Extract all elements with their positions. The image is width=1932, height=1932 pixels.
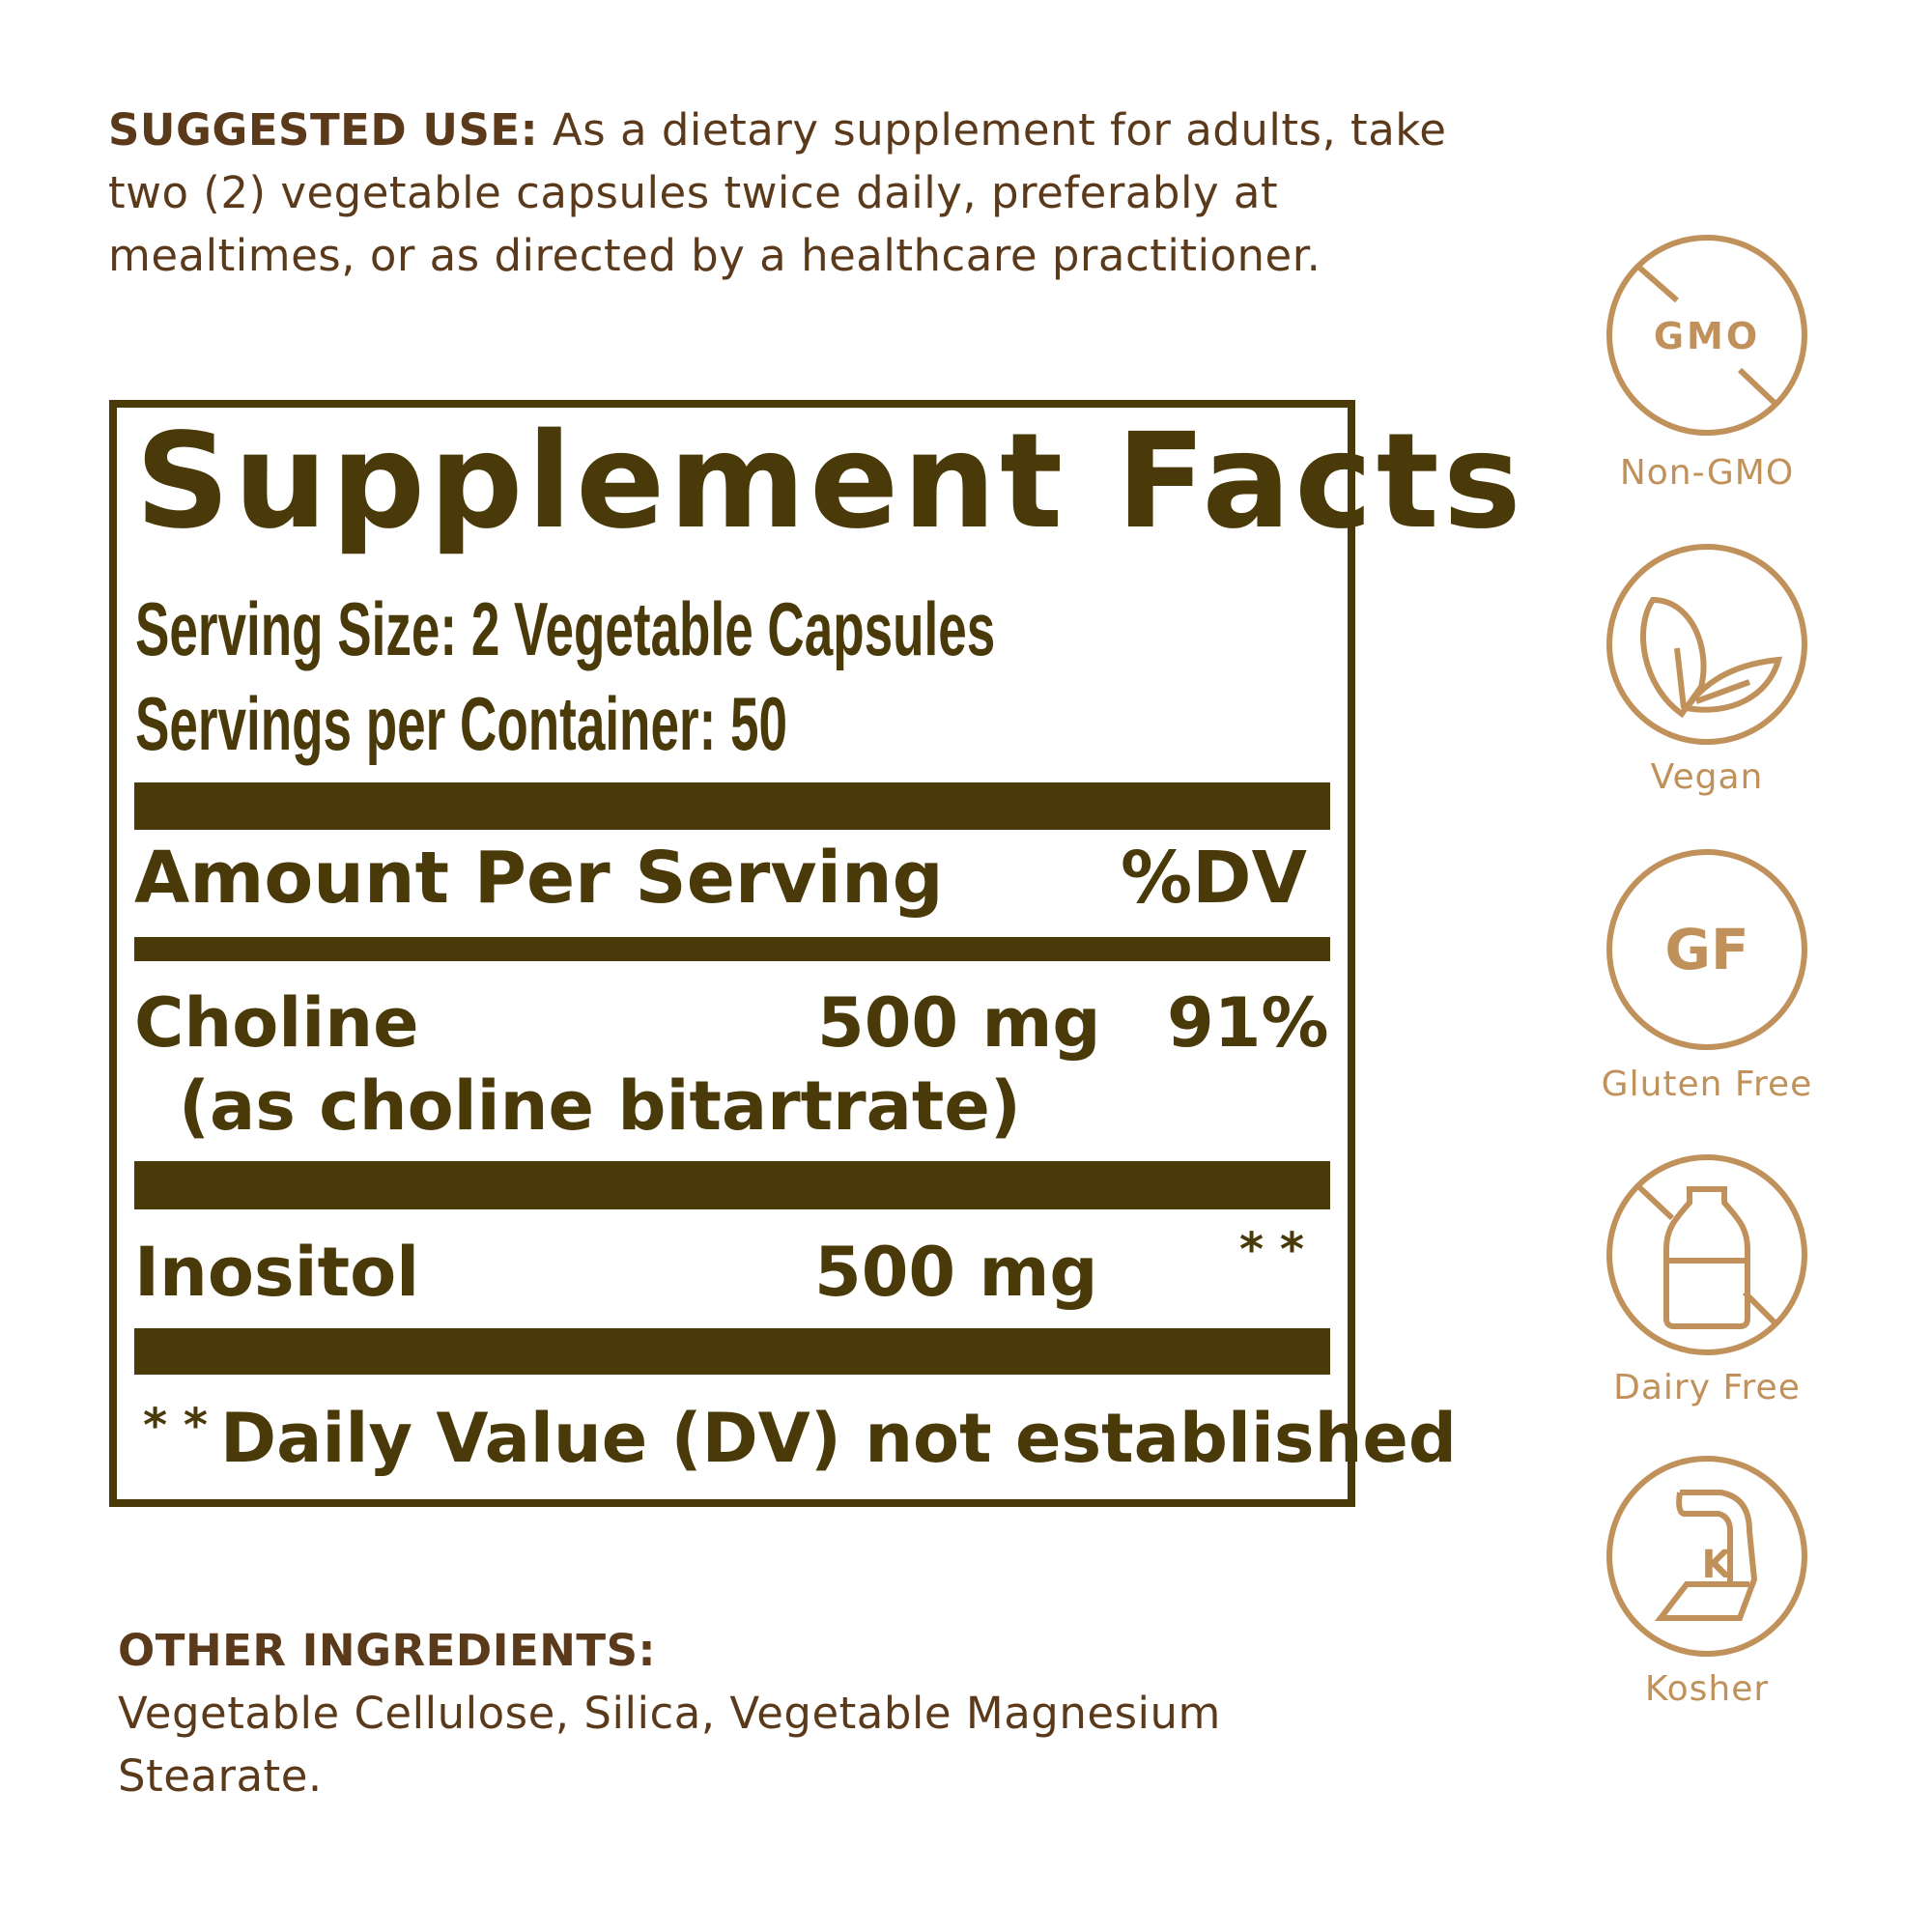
badge-label: Non-GMO [1619, 453, 1795, 493]
supplement-facts-panel [109, 400, 1355, 1507]
vegan-leaf-icon [1606, 544, 1807, 745]
suggested-use: SUGGESTED USE: As a dietary supplement f… [108, 99, 1538, 287]
nutrient-source: (as choline bitartrate) [179, 1066, 1021, 1146]
suggested-use-label: SUGGESTED USE: [108, 104, 539, 156]
nutrient-amount: 500 mg [817, 983, 1101, 1063]
nutrient-amount: 500 mg [814, 1233, 1098, 1312]
other-ingredients-label: OTHER INGREDIENTS: [118, 1625, 656, 1676]
kosher-k-text: K [1702, 1543, 1734, 1587]
kosher-icon: K [1606, 1456, 1807, 1657]
gf-text: GF [1664, 917, 1748, 982]
serving-size: Serving Size: 2 Vegetable Capsules [135, 586, 996, 671]
divider-bar [134, 1328, 1330, 1375]
divider-bar [134, 782, 1330, 830]
badge-label: Vegan [1650, 757, 1764, 797]
divider-bar [134, 937, 1330, 961]
gmo-text: GMO [1654, 315, 1760, 357]
dairy-free-icon [1606, 1154, 1807, 1355]
badge-label: Kosher [1644, 1669, 1770, 1709]
dv-header: %DV [1121, 837, 1307, 920]
servings-per-container: Servings per Container: 50 [135, 681, 787, 766]
divider-bar [134, 1161, 1330, 1209]
footnote: Daily Value (DV) not established [220, 1399, 1457, 1478]
other-ingredients-text: Vegetable Cellulose, Silica, Vegetable M… [118, 1688, 1221, 1802]
nutrient-dv: 91% [1167, 983, 1329, 1063]
badge-label: Dairy Free [1613, 1368, 1801, 1407]
nutrient-name: Inositol [134, 1233, 420, 1312]
gluten-free-icon: GF [1606, 849, 1807, 1050]
amount-per-serving-header: Amount Per Serving [134, 837, 944, 920]
other-ingredients: OTHER INGREDIENTS: Vegetable Cellulose, S… [118, 1619, 1374, 1807]
nutrient-dv: * * [1239, 1223, 1304, 1277]
non-gmo-icon: GMO [1606, 235, 1807, 436]
badge-label: Gluten Free [1601, 1065, 1813, 1104]
nutrient-name: Choline [134, 983, 419, 1063]
footnote-mark: * * [143, 1399, 208, 1453]
facts-title: Supplement Facts [135, 406, 1525, 558]
suggested-use-text: As a dietary supplement for adults, take… [108, 104, 1447, 281]
